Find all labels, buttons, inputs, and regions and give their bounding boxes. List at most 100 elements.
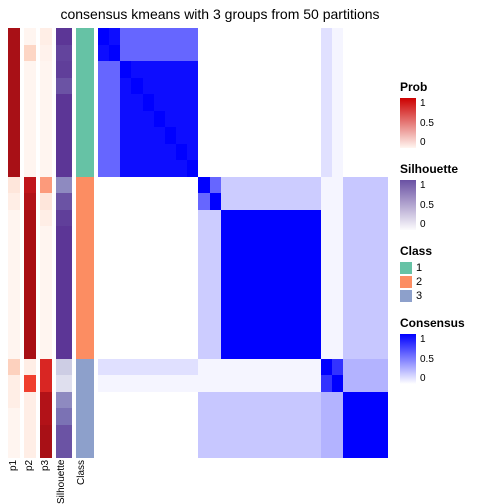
heatmap-cell: [355, 177, 366, 194]
heatmap-cell: [310, 243, 321, 260]
heatmap-cell: [288, 408, 299, 425]
heatmap-cell: [343, 425, 354, 442]
annotation-cell: [8, 144, 20, 161]
heatmap-cell: [254, 210, 265, 227]
annotation-cell: [40, 425, 52, 442]
col-label-sil: Silhouette: [56, 460, 76, 504]
heatmap-cell: [176, 259, 187, 276]
heatmap-cell: [109, 94, 120, 111]
heatmap-cell: [243, 293, 254, 310]
heatmap-cell: [143, 45, 154, 62]
heatmap-cell: [299, 144, 310, 161]
heatmap-cell: [299, 375, 310, 392]
heatmap-cell: [310, 127, 321, 144]
heatmap-cell: [210, 78, 221, 95]
heatmap-cell: [232, 276, 243, 293]
heatmap-cell: [310, 45, 321, 62]
heatmap-cell: [343, 309, 354, 326]
heatmap-cell: [165, 309, 176, 326]
heatmap-cell: [232, 293, 243, 310]
legend-swatch-label: 1: [416, 262, 422, 274]
heatmap-cell: [98, 408, 109, 425]
heatmap-cell: [198, 375, 209, 392]
heatmap-cell: [277, 326, 288, 343]
heatmap-cell: [109, 78, 120, 95]
legend-prob-gradient: [400, 98, 416, 148]
heatmap-cell: [176, 276, 187, 293]
heatmap-cell: [187, 127, 198, 144]
heatmap-cell: [277, 45, 288, 62]
legend-prob-title: Prob: [400, 80, 500, 94]
annotation-cell: [24, 28, 36, 45]
legend-silhouette: Silhouette 10.50: [400, 162, 500, 230]
heatmap-cell: [232, 342, 243, 359]
heatmap-cell: [366, 45, 377, 62]
annotation-cell: [40, 226, 52, 243]
heatmap-cell: [109, 243, 120, 260]
heatmap-cell: [343, 45, 354, 62]
heatmap-cell: [154, 309, 165, 326]
annotation-cell: [24, 78, 36, 95]
heatmap-cell: [355, 342, 366, 359]
heatmap-cell: [288, 342, 299, 359]
heatmap-cell: [277, 276, 288, 293]
heatmap-cell: [131, 259, 142, 276]
annotation-col-p3: [40, 28, 52, 458]
annotation-cell: [76, 160, 94, 177]
heatmap-cell: [332, 309, 343, 326]
heatmap-cell: [221, 144, 232, 161]
heatmap-cell: [254, 193, 265, 210]
heatmap-cell: [154, 210, 165, 227]
legend-swatch-label: 2: [416, 276, 422, 288]
annotation-cell: [56, 326, 72, 343]
heatmap-cell: [254, 359, 265, 376]
heatmap-cell: [98, 392, 109, 409]
heatmap-cell: [277, 127, 288, 144]
heatmap-cell: [198, 45, 209, 62]
heatmap-cell: [154, 359, 165, 376]
heatmap-cell: [265, 45, 276, 62]
heatmap-cell: [265, 359, 276, 376]
heatmap-cell: [221, 61, 232, 78]
heatmap-cell: [243, 326, 254, 343]
heatmap-cell: [210, 28, 221, 45]
legend-silhouette-gradient: [400, 180, 416, 230]
heatmap-cell: [243, 243, 254, 260]
heatmap-cell: [176, 359, 187, 376]
annotation-cell: [8, 111, 20, 128]
heatmap-cell: [377, 276, 388, 293]
heatmap-row: [98, 276, 388, 293]
col-label-p1: p1: [8, 460, 24, 504]
heatmap-cell: [165, 94, 176, 111]
heatmap-cell: [154, 45, 165, 62]
heatmap-cell: [187, 441, 198, 458]
heatmap-cell: [143, 193, 154, 210]
heatmap-cell: [143, 144, 154, 161]
heatmap-cell: [254, 226, 265, 243]
heatmap-cell: [377, 160, 388, 177]
heatmap-cell: [377, 359, 388, 376]
heatmap-cell: [299, 276, 310, 293]
heatmap-cell: [210, 259, 221, 276]
heatmap-cell: [221, 326, 232, 343]
heatmap-cell: [366, 226, 377, 243]
heatmap-cell: [187, 45, 198, 62]
heatmap-row: [98, 226, 388, 243]
heatmap-cell: [310, 408, 321, 425]
annotation-cell: [40, 144, 52, 161]
heatmap-cell: [277, 160, 288, 177]
heatmap-cell: [232, 359, 243, 376]
annotation-cell: [8, 408, 20, 425]
heatmap-cell: [366, 375, 377, 392]
legend-tick: 1: [420, 98, 434, 109]
heatmap-cell: [109, 28, 120, 45]
annotation-cell: [8, 243, 20, 260]
heatmap-cell: [343, 326, 354, 343]
heatmap-cell: [254, 61, 265, 78]
annotation-cell: [40, 94, 52, 111]
annotation-cell: [56, 193, 72, 210]
heatmap-cell: [265, 326, 276, 343]
heatmap-cell: [221, 276, 232, 293]
heatmap-cell: [377, 259, 388, 276]
annotation-cell: [40, 408, 52, 425]
